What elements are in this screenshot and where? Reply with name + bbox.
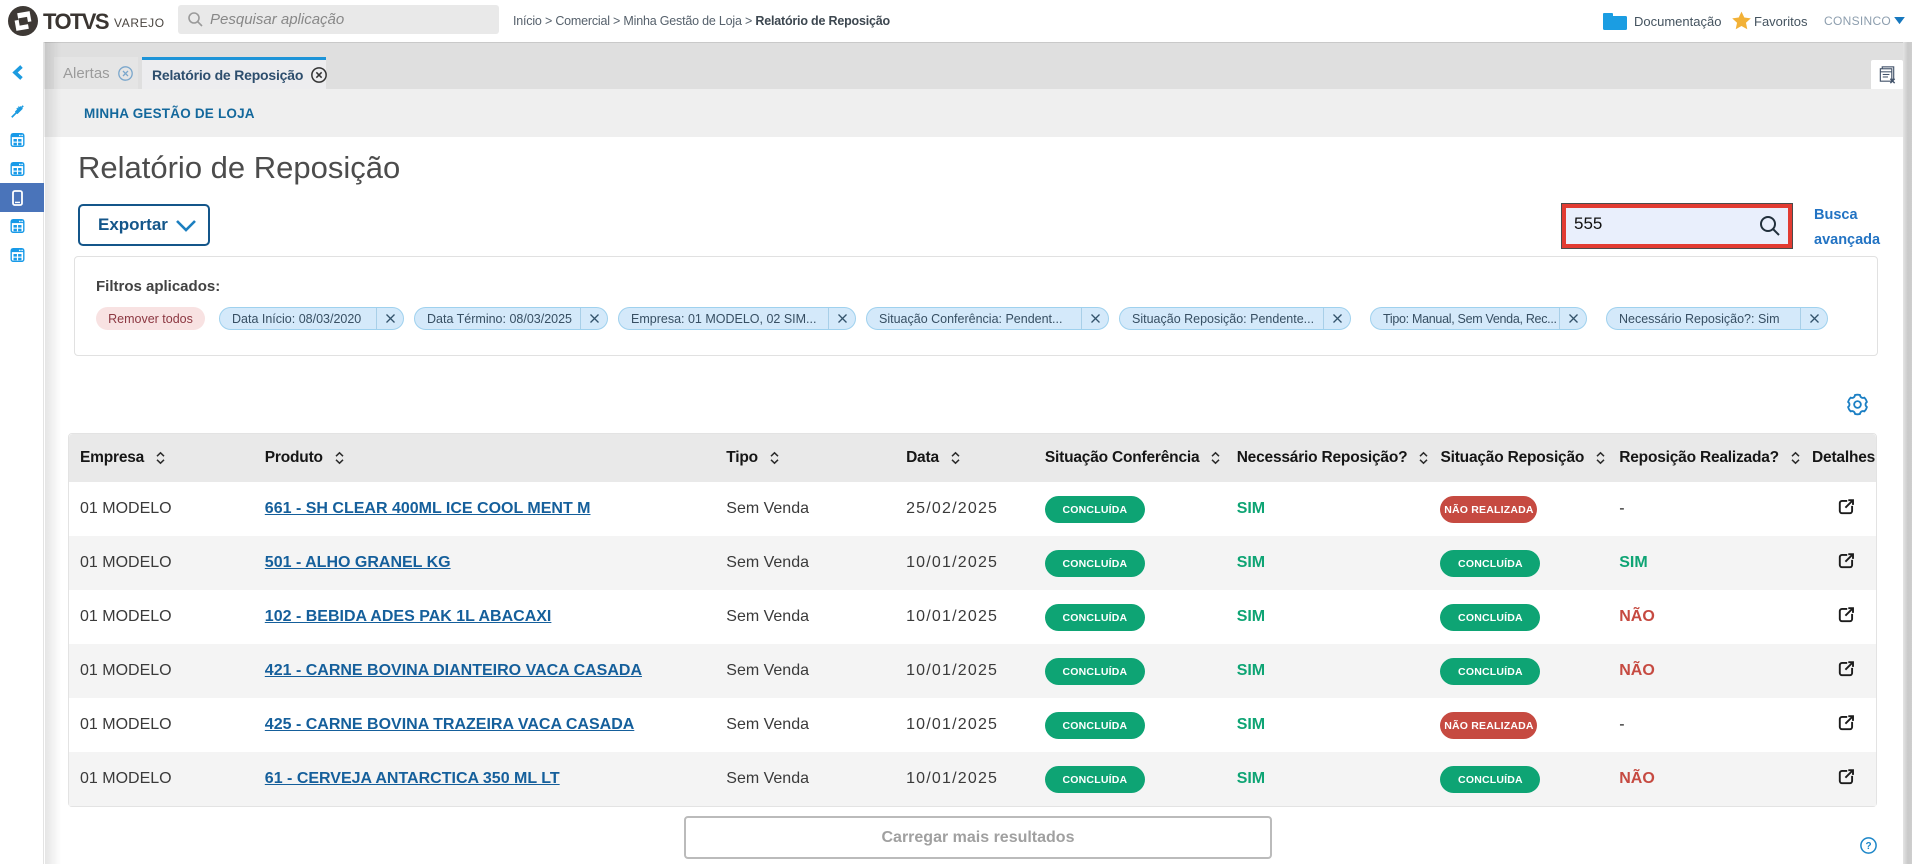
svg-text:?: ?	[1865, 841, 1871, 852]
